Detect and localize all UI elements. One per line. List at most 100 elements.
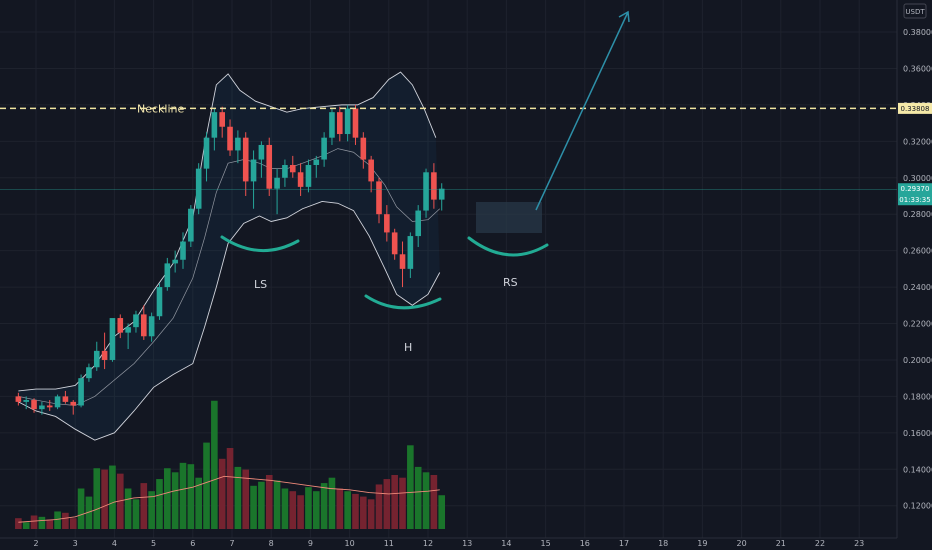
right-shoulder-arc[interactable] [467, 236, 549, 257]
candle-countdown: 01:33:35 [899, 196, 930, 204]
volume-bar [187, 464, 195, 529]
candle-body [266, 144, 273, 189]
candle-body [133, 314, 139, 328]
volume-bar [218, 458, 226, 529]
candle-body [172, 259, 178, 264]
time-tick-label: 20 [737, 539, 747, 548]
volume-bar [438, 495, 446, 529]
time-tick-label: 6 [190, 539, 195, 548]
last-price-tag [898, 183, 932, 206]
volume-bar [54, 511, 61, 529]
candle-body [70, 401, 77, 406]
time-tick-label: 18 [658, 539, 668, 548]
volume-bar [391, 475, 398, 529]
head-label: H [404, 341, 412, 354]
last-price-label: 0.29370 [901, 185, 930, 193]
volume-bar [203, 442, 210, 529]
right-shoulder-zone[interactable] [476, 202, 542, 233]
candle-body [15, 396, 22, 402]
candle-body [141, 314, 147, 337]
time-tick-label: 14 [501, 539, 511, 548]
left-shoulder-arc[interactable] [220, 235, 300, 252]
candle-body [360, 137, 367, 160]
volume-bar [109, 465, 116, 529]
volume-bar [132, 499, 140, 529]
volume-bar [46, 519, 54, 529]
candle-body [274, 177, 280, 189]
volume-bar [101, 469, 108, 529]
candle-body [297, 172, 304, 187]
volume-bar [336, 488, 344, 529]
price-tick-label: 0.12000 [903, 502, 932, 511]
time-tick-label: 13 [462, 539, 472, 548]
candle-body [399, 254, 406, 269]
projection-arrow-head-icon [618, 10, 630, 23]
volume-bar [226, 448, 234, 529]
candle-body [227, 126, 233, 151]
time-tick-label: 23 [854, 539, 864, 548]
neckline-price-label: 0.33808 [901, 105, 930, 113]
time-tick-label: 22 [815, 539, 825, 548]
right-shoulder-label: RS [503, 276, 518, 289]
volume-bar [22, 522, 30, 529]
candle-body [431, 172, 437, 200]
candle-body [31, 400, 37, 410]
bollinger-upper [18, 71, 437, 392]
volume-bar [15, 518, 22, 529]
volume-bar [140, 483, 148, 529]
candle-body [62, 396, 69, 402]
time-tick-label: 15 [541, 539, 551, 548]
volume-bar [399, 477, 406, 529]
volume-bar [30, 515, 38, 529]
volume-bar [375, 484, 383, 529]
time-tick-label: 4 [112, 539, 117, 548]
left-shoulder-label: LS [254, 278, 267, 291]
volume-bar [367, 499, 375, 529]
volume-bar [85, 496, 93, 529]
volume-bar [242, 469, 250, 529]
candle-body [376, 181, 382, 215]
volume-bar [297, 495, 304, 529]
volume-bar [124, 488, 132, 529]
candle-body [407, 236, 414, 269]
volume-bar [195, 477, 202, 529]
candle-body [219, 112, 225, 127]
volume-bar [234, 466, 242, 529]
candle-body [282, 165, 288, 178]
candle-body [384, 214, 390, 233]
volume-bars [15, 400, 446, 529]
candle-body [242, 137, 249, 182]
volume-bar [312, 491, 320, 529]
time-tick-label: 9 [308, 539, 313, 548]
volume-bar [305, 487, 312, 529]
volume-bar [344, 491, 351, 529]
volume-bar [328, 477, 336, 529]
head-arc[interactable] [364, 294, 442, 310]
projection-arrow[interactable] [535, 11, 629, 211]
volume-bar [414, 466, 422, 529]
volume-bar [171, 472, 179, 529]
candle-body [415, 210, 421, 237]
candle-body [329, 112, 335, 138]
time-tick-label: 5 [151, 539, 156, 548]
time-axis[interactable]: 2 3 4 5 6 7 8 9 10 11 12 13 14 15 16 17 18 19 20 21 22 23 [33, 539, 864, 548]
volume-bar [156, 479, 163, 529]
volume-bar [430, 475, 438, 529]
currency-badge[interactable] [903, 3, 927, 19]
neckline-label: Neckline [137, 102, 184, 115]
candle-body [313, 159, 320, 166]
volume-bar [69, 518, 77, 529]
volume-bar [116, 473, 124, 529]
volume-bar [281, 488, 289, 529]
candle-body [211, 112, 218, 138]
candle-body [235, 137, 241, 151]
time-tick-label: 10 [345, 539, 355, 548]
time-tick-label: 19 [697, 539, 707, 548]
